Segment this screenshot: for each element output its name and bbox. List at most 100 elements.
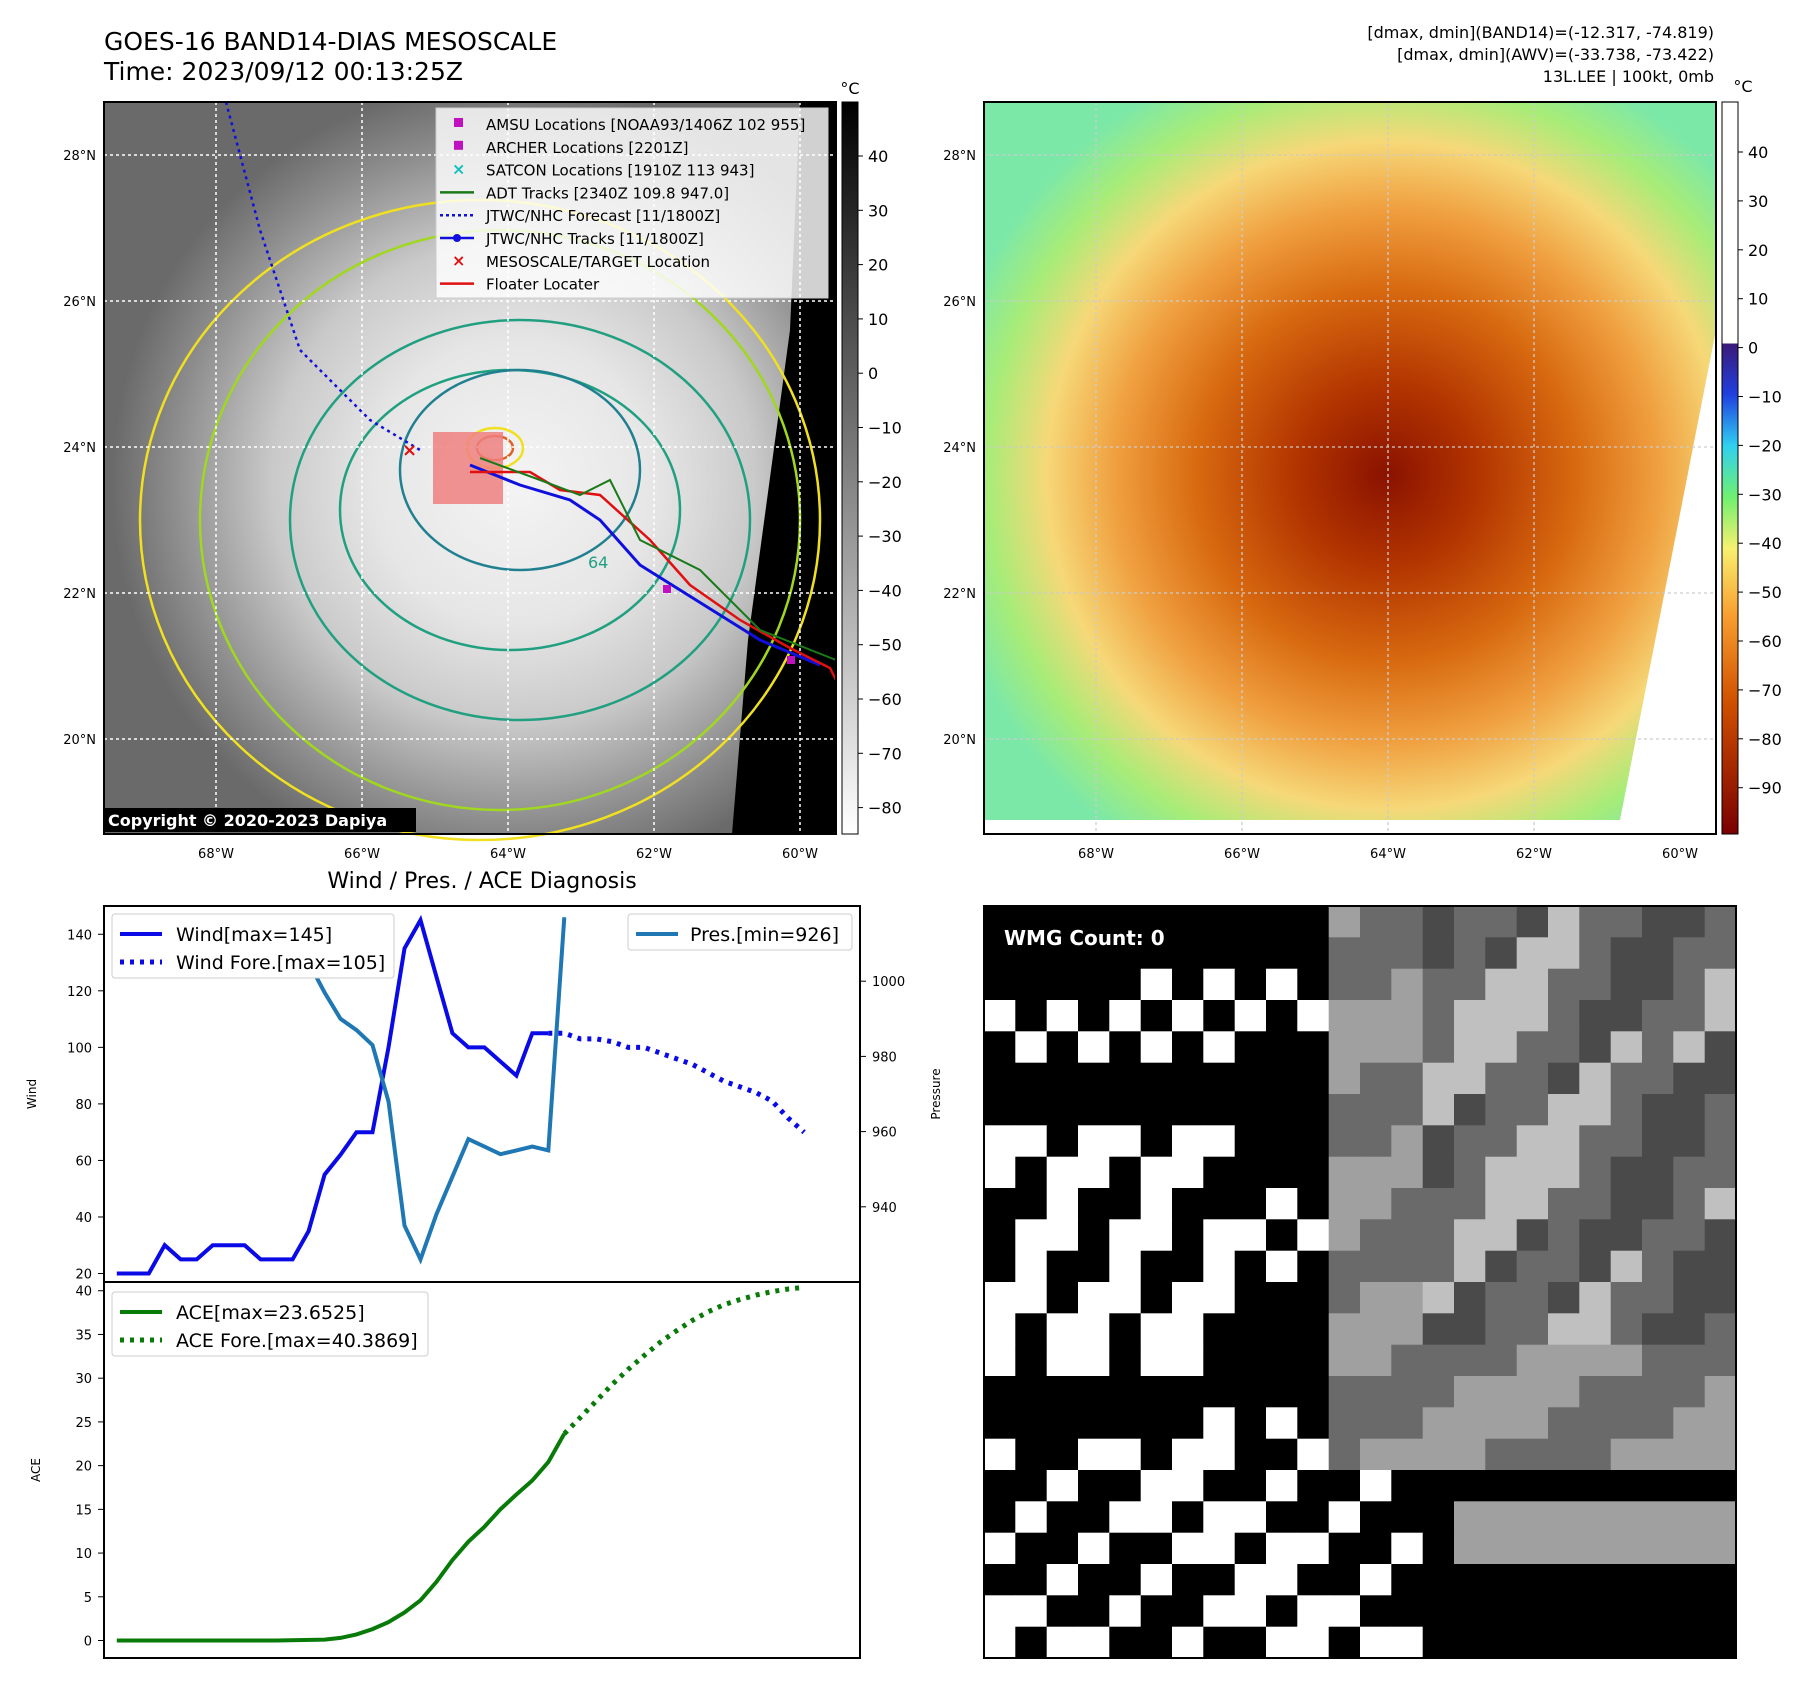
legend-entry: SATCON Locations [1910Z 113 943] [486, 162, 754, 180]
lat-tick-label: 24°N [943, 441, 976, 456]
lat-tick-label: 26°N [63, 295, 96, 310]
lon-tick-label: 62°W [1516, 847, 1552, 862]
figure-title-line2: Time: 2023/09/12 00:13:25Z [103, 57, 463, 86]
stats-line3: 13L.LEE | 100kt, 0mb [1543, 67, 1714, 86]
colorbar-tick-label: −30 [1748, 485, 1782, 504]
wind-tick-label: 120 [67, 985, 92, 1000]
wmg-count-label: WMG Count: 0 [1004, 926, 1165, 950]
legend-entry: JTWC/NHC Forecast [11/1800Z] [485, 207, 720, 225]
diagnosis-title: Wind / Pres. / ACE Diagnosis [327, 869, 636, 894]
ace-tick-label: 35 [75, 1328, 92, 1343]
lon-tick-label: 68°W [198, 847, 234, 862]
colorbar-tick-label: −40 [868, 581, 902, 600]
lat-tick-label: 24°N [63, 441, 96, 456]
legend-entry: Wind[max=145] [176, 924, 332, 946]
colorbar-tick-label: 40 [868, 147, 888, 166]
lon-tick-label: 62°W [636, 847, 672, 862]
lon-tick-label: 60°W [782, 847, 818, 862]
ace-tick-label: 40 [75, 1285, 92, 1300]
ace-tick-label: 20 [75, 1460, 92, 1475]
lon-tick-label: 64°W [1370, 847, 1406, 862]
ir-colorbar-unit: °C [840, 79, 859, 98]
ace-tick-label: 0 [84, 1635, 92, 1650]
ir-colorbar: °C 40 30 20 10 0 −10 −20 −30 −40 −50 −60 −70 −80 [840, 79, 902, 835]
colorbar-tick-label: −30 [868, 527, 902, 546]
wind-tick-label: 140 [67, 928, 92, 943]
stats-line2: [dmax, dmin](AWV)=(-33.738, -73.422) [1397, 45, 1714, 64]
pressure-tick-label: 1000 [872, 975, 905, 990]
colorbar-tick-label: −10 [1748, 388, 1782, 407]
colorbar-tick-label: 30 [868, 201, 888, 220]
legend-entry: AMSU Locations [NOAA93/1406Z 102 955] [486, 116, 805, 134]
copyright-text: Copyright © 2020-2023 Dapiya [108, 811, 387, 830]
colorbar-tick-label: −70 [1748, 681, 1782, 700]
figure-title-line1: GOES-16 BAND14-DIAS MESOSCALE [104, 27, 557, 56]
colorbar-tick-label: 10 [868, 310, 888, 329]
wmg-panel: WMG Count: 0 [983, 905, 1737, 1659]
lat-tick-label: 26°N [943, 295, 976, 310]
legend-entry: ADT Tracks [2340Z 109.8 947.0] [486, 184, 729, 202]
wind-tick-label: 20 [75, 1268, 92, 1283]
colorbar-tick-label: 20 [868, 256, 888, 275]
awv-colorbar: °C 40 30 20 10 0 −10 −20 −30 −40 −50 −60 −70 −80 −90 [1721, 77, 1782, 835]
ace-chart: 0 5 10 15 20 25 30 35 40 ACE ACE[max=23.6525] ACE… [29, 1281, 861, 1659]
colorbar-tick-label: 20 [1748, 241, 1768, 260]
legend-entry: Pres.[min=926] [690, 924, 839, 946]
awv-map-panel: 28°N 26°N 24°N 22°N 20°N 68°W 66°W 64°W 62°W 60°… [943, 101, 1717, 862]
colorbar-tick-label: 0 [868, 364, 878, 383]
legend-entry: ACE[max=23.6525] [176, 1302, 365, 1324]
contour-label: 64 [588, 553, 608, 572]
lat-tick-label: 28°N [943, 149, 976, 164]
colorbar-tick-label: 40 [1748, 143, 1768, 162]
legend-entry: JTWC/NHC Tracks [11/1800Z] [485, 230, 704, 248]
colorbar-tick-label: −70 [868, 744, 902, 763]
lon-tick-label: 64°W [490, 847, 526, 862]
colorbar-tick-label: −80 [868, 799, 902, 818]
pressure-tick-label: 980 [872, 1050, 897, 1065]
amsu-marker [787, 656, 795, 664]
legend-entry: ARCHER Locations [2201Z] [486, 139, 689, 157]
legend-entry: Wind Fore.[max=105] [176, 952, 385, 974]
lat-tick-label: 22°N [943, 587, 976, 602]
svg-text:×: × [452, 160, 465, 179]
ace-tick-label: 15 [75, 1503, 92, 1518]
map-legend [435, 107, 829, 299]
lon-tick-label: 60°W [1662, 847, 1698, 862]
colorbar-tick-label: −50 [1748, 583, 1782, 602]
legend-entry: Floater Locater [486, 276, 600, 294]
colorbar-tick-label: 30 [1748, 192, 1768, 211]
lat-tick-label: 20°N [63, 733, 96, 748]
series-line [116, 914, 549, 1276]
ace-axis-label: ACE [29, 1458, 43, 1482]
ace-tick-label: 10 [75, 1547, 92, 1562]
wind-pressure-chart: 20 40 60 80 100 120 140 940 960 980 1000 Wind Pres… [25, 905, 943, 1283]
svg-text:×: × [452, 251, 465, 270]
colorbar-tick-label: −20 [1748, 436, 1782, 455]
awv-colorbar-unit: °C [1733, 77, 1752, 96]
colorbar-tick-label: −60 [868, 690, 902, 709]
colorbar-tick-label: −50 [868, 636, 902, 655]
ace-tick-label: 5 [84, 1591, 92, 1606]
lat-tick-label: 22°N [63, 587, 96, 602]
colorbar-tick-label: −60 [1748, 632, 1782, 651]
floater-box [433, 432, 503, 504]
colorbar-tick-label: 10 [1748, 290, 1768, 309]
ir-map-panel: 64 × AMSU Locations [NOAA93/1406 [63, 101, 838, 862]
adt-track [479, 457, 837, 661]
lat-tick-label: 28°N [63, 149, 96, 164]
colorbar-tick-label: −20 [868, 473, 902, 492]
pressure-tick-label: 940 [872, 1201, 897, 1216]
pressure-tick-label: 960 [872, 1126, 897, 1141]
lat-tick-label: 20°N [943, 733, 976, 748]
wind-tick-label: 80 [75, 1098, 92, 1113]
ace-tick-label: 25 [75, 1416, 92, 1431]
lon-tick-label: 66°W [1224, 847, 1260, 862]
legend-entry: MESOSCALE/TARGET Location [486, 253, 710, 271]
stats-line1: [dmax, dmin](BAND14)=(-12.317, -74.819) [1367, 23, 1714, 42]
colorbar-tick-label: −40 [1748, 534, 1782, 553]
wind-tick-label: 100 [67, 1041, 92, 1056]
colorbar-tick-label: 0 [1748, 339, 1758, 358]
wind-tick-label: 40 [75, 1211, 92, 1226]
wind-tick-label: 60 [75, 1154, 92, 1169]
colorbar-tick-label: −90 [1748, 779, 1782, 798]
